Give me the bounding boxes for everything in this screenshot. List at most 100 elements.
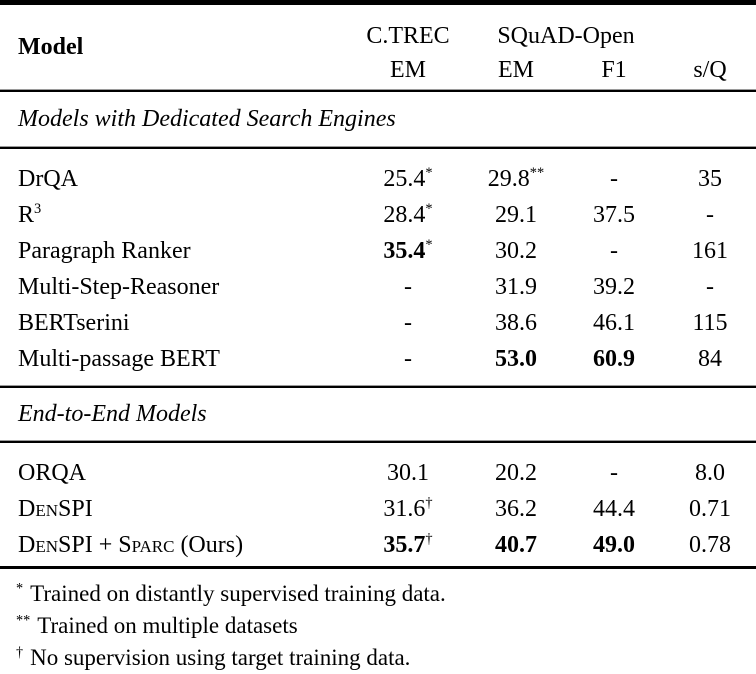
text-segment: Multi-Step-Reasoner bbox=[18, 273, 220, 300]
footnote-marker: * bbox=[16, 580, 24, 597]
text-segment: 49.0 bbox=[593, 531, 635, 558]
value-cell: - bbox=[348, 274, 468, 301]
text-segment: - bbox=[610, 459, 618, 486]
column-header-squad-em: EM bbox=[498, 56, 534, 83]
value-cell: - bbox=[664, 202, 756, 229]
value-cell: 37.5 bbox=[564, 202, 664, 229]
text-segment: 46.1 bbox=[593, 309, 635, 336]
value-cell: - bbox=[564, 166, 664, 193]
text-segment: - bbox=[404, 273, 412, 300]
text-segment: 38.6 bbox=[495, 309, 537, 336]
table-row: DenSPI + Sparc (Ours) 35.7† 40.7 49.0 0.78 bbox=[0, 527, 756, 563]
text-segment: Sparc bbox=[118, 531, 175, 558]
value-cell: 31.9 bbox=[468, 274, 564, 301]
text-segment: 31.6 bbox=[383, 495, 426, 522]
text-segment: DenSPI bbox=[18, 495, 93, 522]
text-segment: - bbox=[404, 345, 412, 372]
table-row: Multi-Step-Reasoner - 31.9 39.2 - bbox=[0, 269, 756, 305]
table-row: DrQA 25.4* 29.8** -35 bbox=[0, 161, 756, 197]
table-bottom-rule bbox=[0, 566, 756, 569]
text-segment: † bbox=[425, 530, 433, 547]
value-cell: 35.4* bbox=[348, 236, 468, 265]
text-segment: DrQA bbox=[18, 165, 78, 192]
text-segment: BERTserini bbox=[18, 309, 130, 336]
text-segment: + bbox=[92, 531, 119, 558]
text-segment: 84 bbox=[698, 345, 722, 372]
text-segment: 20.2 bbox=[495, 459, 537, 486]
value-cell: 44.4 bbox=[564, 496, 664, 523]
footnote-marker: ** bbox=[16, 612, 31, 629]
value-cell: 29.8** bbox=[468, 165, 564, 193]
model-name-cell: Multi-Step-Reasoner bbox=[0, 274, 348, 301]
value-cell: 36.2 bbox=[468, 496, 564, 523]
value-cell: 115 bbox=[664, 310, 756, 337]
section-rule bbox=[0, 441, 756, 443]
text-segment: 115 bbox=[692, 309, 728, 336]
table-row: R3 28.4* 29.1 37.5 - bbox=[0, 197, 756, 233]
text-segment: 8.0 bbox=[695, 459, 725, 486]
text-segment: 35 bbox=[698, 165, 722, 192]
column-header-seconds-per-query: s/Q bbox=[693, 56, 727, 83]
text-segment: 29.8 bbox=[487, 165, 530, 192]
text-segment: * bbox=[425, 200, 433, 217]
value-cell: - bbox=[664, 274, 756, 301]
text-segment: 39.2 bbox=[593, 273, 635, 300]
section-rows-dedicated-search-engines: DrQA 25.4* 29.8** -35 R3 28.4* 29.1 37.5- Paragr… bbox=[0, 149, 756, 386]
value-cell: 38.6 bbox=[468, 310, 564, 337]
table-header: Model C.TREC SQuAD-Open EM EM F1 s/Q bbox=[0, 5, 756, 90]
text-segment: 161 bbox=[692, 237, 728, 264]
model-name-cell: BERTserini bbox=[0, 310, 348, 337]
value-cell: 8.0 bbox=[664, 460, 756, 487]
text-segment: (Ours) bbox=[174, 531, 244, 558]
table-row: Paragraph Ranker 35.4* 30.2 - 161 bbox=[0, 233, 756, 269]
text-segment: 3 bbox=[34, 200, 42, 217]
text-segment: 35.4 bbox=[383, 237, 426, 264]
model-name-cell: DenSPI + Sparc (Ours) bbox=[0, 532, 348, 559]
text-segment: 0.78 bbox=[689, 531, 731, 558]
text-segment: 29.1 bbox=[495, 201, 537, 228]
model-name-cell: DrQA bbox=[0, 166, 348, 193]
model-name-cell: R3 bbox=[0, 200, 348, 229]
column-header-ctrec-em: EM bbox=[390, 56, 426, 83]
table-row: ORQA 30.1 20.2 - 8.0 bbox=[0, 455, 756, 491]
text-segment: 30.2 bbox=[495, 237, 537, 264]
section-rule bbox=[0, 147, 756, 149]
text-segment: 60.9 bbox=[593, 345, 635, 372]
text-segment: Multi-passage BERT bbox=[18, 345, 220, 372]
text-segment: - bbox=[706, 201, 714, 228]
text-segment: 28.4 bbox=[383, 201, 426, 228]
text-segment: - bbox=[610, 165, 618, 192]
table-top-rule bbox=[0, 0, 756, 5]
text-segment: Paragraph Ranker bbox=[18, 237, 191, 264]
footnotes: * Trained on distantly supervised trainin… bbox=[0, 569, 756, 674]
text-segment: 31.9 bbox=[495, 273, 537, 300]
text-segment: - bbox=[610, 237, 618, 264]
value-cell: 161 bbox=[664, 238, 756, 265]
value-cell: 60.9 bbox=[564, 346, 664, 373]
footnote-marker: † bbox=[16, 644, 24, 661]
value-cell: 84 bbox=[664, 346, 756, 373]
value-cell: 39.2 bbox=[564, 274, 664, 301]
text-segment: DenSPI bbox=[18, 531, 93, 558]
value-cell: 31.6† bbox=[348, 495, 468, 523]
model-name-cell: ORQA bbox=[0, 460, 348, 487]
value-cell: 29.1 bbox=[468, 202, 564, 229]
footnote-line: * Trained on distantly supervised trainin… bbox=[16, 578, 756, 610]
value-cell: 0.78 bbox=[664, 532, 756, 559]
model-name-cell: DenSPI bbox=[0, 496, 348, 523]
header-rule bbox=[0, 90, 756, 92]
model-name-cell: Paragraph Ranker bbox=[0, 238, 348, 265]
value-cell: 53.0 bbox=[468, 346, 564, 373]
value-cell: - bbox=[348, 346, 468, 373]
text-segment: - bbox=[404, 309, 412, 336]
section-title-end-to-end-models: End-to-End Models bbox=[18, 401, 207, 427]
section-title-dedicated-search-engines: Models with Dedicated Search Engines bbox=[18, 106, 396, 132]
text-segment: * bbox=[425, 236, 433, 253]
section-rule bbox=[0, 386, 756, 388]
text-segment: 25.4 bbox=[383, 165, 426, 192]
text-segment: 30.1 bbox=[387, 459, 429, 486]
value-cell: 30.1 bbox=[348, 460, 468, 487]
value-cell: 35.7† bbox=[348, 530, 468, 559]
value-cell: - bbox=[348, 310, 468, 337]
